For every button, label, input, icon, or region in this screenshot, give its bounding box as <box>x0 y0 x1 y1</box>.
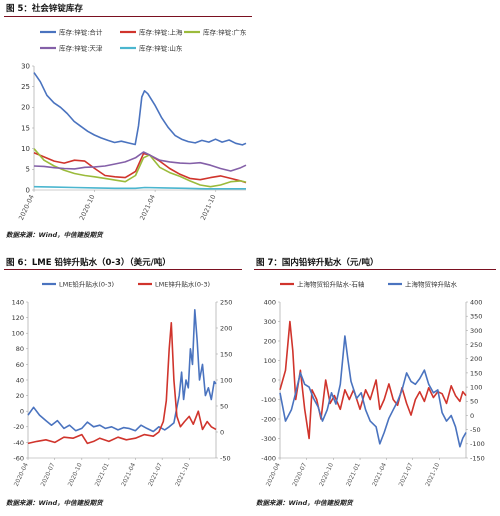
y-tick-label: 0 <box>26 186 30 194</box>
y-tick-label: 120 <box>12 314 24 322</box>
legend-label: 库存:锌锭:广东 <box>203 27 247 36</box>
y-tick-label: -60 <box>13 454 24 462</box>
y-tick-label-right: -50 <box>220 454 231 462</box>
y-tick-label-right: 150 <box>220 350 232 358</box>
x-tick-label: 2021-01 <box>345 462 362 488</box>
x-tick-label: 2020-10 <box>318 462 335 488</box>
x-tick-label: 2020-10 <box>67 462 84 488</box>
figure-6-source: 数据来源：Wind，中信建投期货 <box>6 499 103 507</box>
series-line <box>279 320 467 440</box>
y-tick-label: 20 <box>21 104 30 112</box>
x-tick-label: 2021-04 <box>371 462 388 488</box>
x-tick-label: 2021-10 <box>424 462 441 488</box>
y-tick-label: -40 <box>13 439 24 447</box>
y-tick-label-right: 250 <box>220 298 232 306</box>
x-tick-label: 2020-07 <box>40 462 57 488</box>
domestic-spread-line-chart: -400 -300 -200 -100 0 100 200 300 400 -150 -100 -50… <box>261 279 485 488</box>
y-tick-label-right: 250 <box>470 341 482 349</box>
x-tick-label: 2021-07 <box>147 462 164 488</box>
series-line <box>33 152 247 184</box>
y-tick-label: -200 <box>261 415 276 423</box>
x-tick-label: 2021-10 <box>174 462 191 488</box>
legend-label: 上海物贸铅升贴水-石轴 <box>297 279 365 288</box>
x-tick-label: 2021-01 <box>94 462 111 488</box>
legend-label: 库存:锌锭:天津 <box>59 43 103 52</box>
x-tick-label: 2021-04 <box>138 193 157 221</box>
x-tick-label: 2021-07 <box>398 462 415 488</box>
y-tick-label: 30 <box>21 62 30 70</box>
figure-7-title: 图 7：国内铅锌升贴水（元/吨） <box>256 258 379 268</box>
y-tick-label: 80 <box>16 345 24 353</box>
x-tick-label: 2020-07 <box>291 462 308 488</box>
series-line <box>33 148 247 188</box>
y-tick-label: 300 <box>264 318 276 326</box>
series-line <box>33 185 246 190</box>
y-tick-label-right: 100 <box>470 383 482 391</box>
y-tick-label: 100 <box>12 330 24 338</box>
series-line <box>33 72 247 146</box>
y-tick-label-right: -100 <box>470 440 485 448</box>
y-tick-label: -400 <box>261 454 276 462</box>
y-tick-label-right: 50 <box>470 398 478 406</box>
y-tick-label: -100 <box>261 396 276 404</box>
legend-label: LME锌升贴水(0-3) <box>155 279 210 288</box>
figure-7-source: 数据来源：Wind，中信建投期货 <box>256 499 353 507</box>
y-tick-label-right: 100 <box>220 376 232 384</box>
y-tick-label-right: -150 <box>470 454 485 462</box>
figure-5-title: 图 5：社会锌锭库存 <box>6 4 83 14</box>
series-line <box>279 335 467 448</box>
y-tick-label: 400 <box>264 298 276 306</box>
x-tick-label: 2021-04 <box>120 462 137 488</box>
y-tick-label-right: -50 <box>470 426 481 434</box>
y-tick-label: 15 <box>21 124 30 132</box>
legend-label: 上海物贸锌升贴水 <box>405 279 458 288</box>
y-tick-label-right: 350 <box>470 313 482 321</box>
y-tick-label: 60 <box>16 361 24 369</box>
legend-label: 库存:锌锭:合计 <box>59 27 103 36</box>
y-tick-label: -300 <box>261 435 276 443</box>
series-line <box>27 321 217 445</box>
figure-7-rule <box>254 269 496 270</box>
x-tick-label: 2020-10 <box>78 193 97 221</box>
y-tick-label: 100 <box>264 357 276 365</box>
y-tick-label-right: 50 <box>220 402 228 410</box>
x-tick-label: 2020-04 <box>265 462 282 488</box>
figure-5-rule <box>4 16 252 17</box>
y-tick-label: 0 <box>20 408 24 416</box>
y-tick-label: -20 <box>13 423 24 431</box>
y-tick-label: 200 <box>264 337 276 345</box>
y-tick-label: 10 <box>21 145 30 153</box>
x-tick-label: 2020-04 <box>17 193 36 221</box>
legend-label: LME铅升贴水(0-3) <box>59 279 114 288</box>
legend-label: 库存:锌锭:山东 <box>139 43 183 52</box>
y-tick-label-right: 150 <box>470 369 482 377</box>
y-tick-label-right: 200 <box>220 324 232 332</box>
y-tick-label: 5 <box>26 166 30 174</box>
x-tick-label: 2021-10 <box>199 193 218 221</box>
figure-5-source: 数据来源：Wind，中信建投期货 <box>6 231 103 239</box>
x-tick-label: 2020-04 <box>13 462 30 488</box>
series-line <box>27 308 217 433</box>
legend-label: 库存:锌锭:上海 <box>139 27 183 36</box>
y-tick-label: 0 <box>272 376 276 384</box>
y-tick-label: 140 <box>12 298 24 306</box>
y-tick-label-right: 0 <box>220 428 224 436</box>
inventory-line-chart: 0 5 10 15 20 25 30 2020-04 2020-10 2021-04 2021-10… <box>17 27 247 221</box>
series-line <box>33 151 247 172</box>
y-tick-label: 40 <box>16 376 24 384</box>
y-tick-label: 25 <box>21 83 30 91</box>
figure-6-title: 图 6：LME 铅锌升贴水（0-3）（美元/吨） <box>6 258 171 268</box>
y-tick-label-right: 400 <box>470 298 482 306</box>
y-tick-label-right: 200 <box>470 355 482 363</box>
y-tick-label: 20 <box>16 392 24 400</box>
y-tick-label-right: 300 <box>470 327 482 335</box>
lme-spread-line-chart: -60 -40 -20 0 20 40 60 80 100 120 140 -50 0 50 100 150 2… <box>12 279 233 488</box>
figure-6-rule <box>4 269 242 270</box>
y-tick-label-right: 0 <box>470 412 474 420</box>
